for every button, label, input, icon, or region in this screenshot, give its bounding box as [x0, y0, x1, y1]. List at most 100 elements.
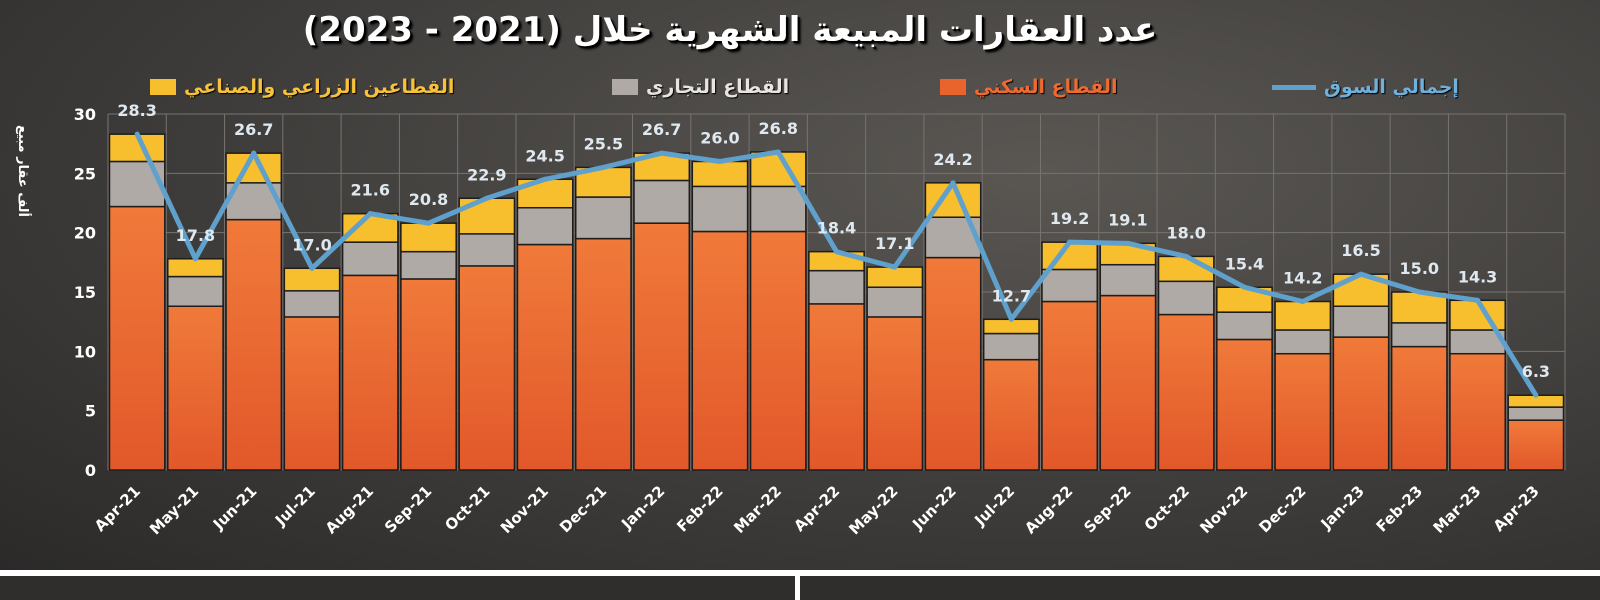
bar-segment-residential	[1099, 294, 1157, 471]
data-label: 26.8	[758, 119, 797, 138]
bar-segment-residential	[1274, 352, 1332, 471]
x-tick-label: Dec-21	[556, 482, 610, 536]
x-tick-label: Mar-23	[1430, 482, 1485, 537]
data-label: 14.2	[1283, 268, 1322, 287]
data-label: 24.2	[933, 150, 972, 169]
legend-item-total: إجمالي السوق	[1272, 76, 1459, 98]
bar-segment-residential	[1390, 345, 1448, 471]
x-tick-label: Apr-23	[1490, 482, 1543, 535]
total-point	[1300, 298, 1306, 304]
bar-segment-residential	[108, 205, 166, 471]
total-point	[892, 264, 898, 270]
x-tick-label: Nov-21	[497, 482, 552, 537]
data-label: 20.8	[409, 190, 448, 209]
bar-segment-commercial	[1390, 322, 1448, 348]
bar-segment-commercial	[866, 286, 924, 318]
x-tick-label: Nov-22	[1196, 482, 1251, 537]
bar-segment-commercial	[516, 206, 574, 246]
data-label: 15.0	[1400, 259, 1439, 278]
total-point	[1241, 284, 1247, 290]
x-tick-label: Apr-21	[91, 482, 144, 535]
data-label: 17.8	[176, 226, 215, 245]
legend-item-commercial: القطاع التجاري	[612, 76, 789, 98]
legend-item-residential: القطاع السكني	[940, 76, 1118, 98]
legend-label: القطاع التجاري	[646, 76, 790, 98]
bar-segment-commercial	[108, 160, 166, 208]
total-point	[367, 211, 373, 217]
data-label: 21.6	[351, 181, 390, 200]
total-point	[309, 265, 315, 271]
bar-segment-residential	[1041, 300, 1099, 471]
bar-segment-commercial	[749, 185, 807, 233]
legend-label: القطاعين الزراعي والصناعي	[184, 76, 455, 98]
y-tick-label: 20	[74, 224, 96, 243]
bar-segment-agri-industrial	[458, 197, 516, 235]
legend-swatch	[940, 79, 966, 95]
legend-label: إجمالي السوق	[1324, 76, 1459, 98]
x-tick-label: Jul-22	[970, 482, 1018, 530]
bar-segment-commercial	[1041, 268, 1099, 303]
total-point	[542, 176, 548, 182]
bar-segment-commercial	[283, 290, 341, 318]
x-tick-label: Sep-21	[381, 482, 435, 536]
total-point	[1533, 392, 1539, 398]
data-label: 18.0	[1166, 223, 1205, 242]
bar-segment-commercial	[167, 275, 224, 307]
bar-segment-commercial	[1099, 263, 1157, 297]
data-label: 26.7	[234, 120, 273, 139]
x-tick-label: Feb-22	[673, 482, 726, 535]
total-point	[1067, 239, 1073, 245]
bar-segment-agri-industrial	[866, 266, 924, 289]
data-label: 22.9	[467, 165, 506, 184]
bar-segment-commercial	[458, 233, 516, 267]
y-tick-label: 30	[74, 105, 96, 124]
bar-segment-residential	[283, 316, 341, 471]
data-label: 17.0	[292, 235, 331, 254]
x-tick-label: May-22	[845, 482, 901, 538]
data-label: 17.1	[875, 234, 914, 253]
y-tick-label: 0	[85, 461, 96, 480]
bar-segment-residential	[982, 358, 1040, 471]
lower-panel-left	[0, 576, 795, 600]
x-tick-label: Jul-21	[271, 482, 319, 530]
data-label: 26.0	[700, 128, 739, 147]
x-tick-label: Jan-22	[617, 482, 668, 533]
bar-segment-commercial	[341, 241, 399, 277]
bar-segment-residential	[1332, 336, 1390, 471]
total-point	[1008, 316, 1014, 322]
x-tick-label: Aug-22	[1021, 482, 1076, 537]
x-tick-label: Jan-23	[1317, 482, 1368, 533]
bar-segment-agri-industrial	[400, 222, 457, 253]
total-point	[834, 249, 839, 255]
bar-segment-agri-industrial	[691, 160, 749, 188]
bar-segment-residential	[633, 222, 691, 471]
bar-segment-commercial	[808, 269, 865, 305]
bar-segment-commercial	[1507, 406, 1565, 421]
y-tick-label: 15	[74, 283, 96, 302]
total-point	[251, 150, 257, 156]
bar-segment-commercial	[400, 250, 457, 280]
bar-segment-commercial	[1216, 311, 1273, 341]
data-label: 25.5	[584, 134, 623, 153]
bar-segment-residential	[458, 265, 516, 471]
data-label: 6.3	[1522, 362, 1550, 381]
legend-item-agri-industrial: القطاعين الزراعي والصناعي	[150, 76, 454, 98]
total-point	[134, 131, 140, 137]
data-label: 24.5	[525, 146, 564, 165]
total-point	[1358, 271, 1364, 277]
bar-segment-commercial	[633, 179, 691, 224]
bar-segment-residential	[1507, 419, 1565, 471]
bar-segment-agri-industrial	[283, 267, 341, 292]
total-point	[1125, 240, 1131, 246]
data-label: 16.5	[1341, 241, 1380, 260]
bar-segment-residential	[225, 218, 283, 471]
bar-segment-residential	[400, 278, 457, 471]
total-point	[600, 164, 606, 170]
bar-segment-commercial	[1157, 280, 1215, 316]
legend-swatch	[612, 79, 638, 95]
total-point	[775, 149, 781, 155]
data-label: 14.3	[1458, 267, 1497, 286]
x-tick-label: Oct-22	[1141, 482, 1193, 534]
total-point	[1475, 297, 1481, 303]
total-point	[659, 150, 665, 156]
